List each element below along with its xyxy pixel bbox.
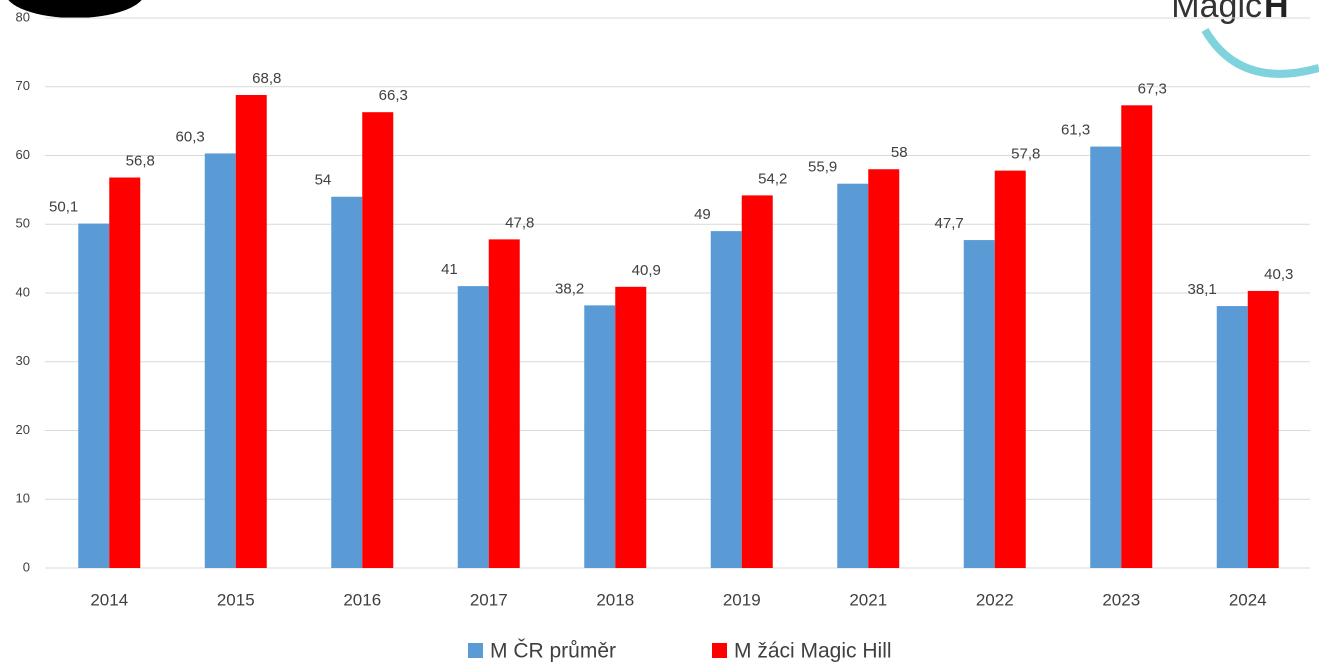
x-tick-label: 2019 <box>723 590 761 609</box>
bar <box>331 196 363 568</box>
value-label: 38,2 <box>555 280 584 297</box>
value-label: 40,3 <box>1264 266 1293 283</box>
x-tick-label: 2014 <box>90 590 128 609</box>
x-tick-label: 2024 <box>1229 590 1267 609</box>
value-label: 61,3 <box>1061 122 1090 139</box>
bar <box>1216 306 1248 568</box>
x-tick-label: 2017 <box>470 590 508 609</box>
value-label: 50,1 <box>49 199 78 216</box>
value-label: 41 <box>441 261 458 278</box>
y-tick-label: 70 <box>16 78 30 93</box>
x-tick-label: 2015 <box>217 590 255 609</box>
legend-label: M ČR průměr <box>490 640 616 663</box>
value-label: 66,3 <box>379 87 408 104</box>
value-label: 47,8 <box>505 214 534 231</box>
bar <box>868 169 900 568</box>
logo-left <box>8 0 142 18</box>
value-label: 55,9 <box>808 159 837 176</box>
bar <box>362 112 394 568</box>
bar <box>837 183 869 568</box>
bar <box>204 153 236 568</box>
value-label: 67,3 <box>1138 80 1167 97</box>
legend-label: M žáci Magic Hill <box>734 640 892 663</box>
bar <box>488 239 520 568</box>
bar <box>584 305 616 568</box>
y-tick-label: 30 <box>16 353 30 368</box>
bar <box>457 286 489 568</box>
bar <box>109 177 141 568</box>
logo-bold: H <box>1264 0 1289 25</box>
value-label: 54,2 <box>758 170 787 187</box>
value-label: 40,9 <box>632 262 661 279</box>
logo-arc <box>1201 27 1319 78</box>
value-label: 49 <box>694 206 711 223</box>
bar <box>963 240 995 568</box>
y-tick-label: 50 <box>16 216 30 231</box>
value-label: 60,3 <box>176 128 205 145</box>
x-tick-label: 2022 <box>976 590 1014 609</box>
bar <box>1247 290 1279 568</box>
bar <box>710 231 742 568</box>
x-tick-label: 2018 <box>596 590 634 609</box>
y-tick-label: 10 <box>16 491 30 506</box>
bar <box>741 195 773 568</box>
bar <box>235 95 267 568</box>
legend-swatch <box>468 643 483 658</box>
value-label: 56,8 <box>126 152 155 169</box>
y-tick-label: 80 <box>16 9 30 24</box>
x-tick-label: 2023 <box>1102 590 1140 609</box>
bar <box>615 286 647 568</box>
y-tick-label: 0 <box>23 559 30 574</box>
x-tick-label: 2016 <box>343 590 381 609</box>
y-tick-label: 60 <box>16 147 30 162</box>
value-label: 58 <box>891 144 908 161</box>
legend-swatch <box>712 643 727 658</box>
bar <box>1090 146 1122 568</box>
y-tick-label: 40 <box>16 284 30 299</box>
value-label: 68,8 <box>252 70 281 87</box>
logo-text: Magic <box>1171 0 1262 25</box>
x-tick-label: 2021 <box>849 590 887 609</box>
value-label: 54 <box>315 172 332 189</box>
bar <box>994 170 1026 568</box>
value-label: 38,1 <box>1188 281 1217 298</box>
bar <box>1121 105 1153 568</box>
value-label: 47,7 <box>935 215 964 232</box>
y-tick-label: 20 <box>16 422 30 437</box>
bar <box>78 223 110 568</box>
value-label: 57,8 <box>1011 146 1040 163</box>
